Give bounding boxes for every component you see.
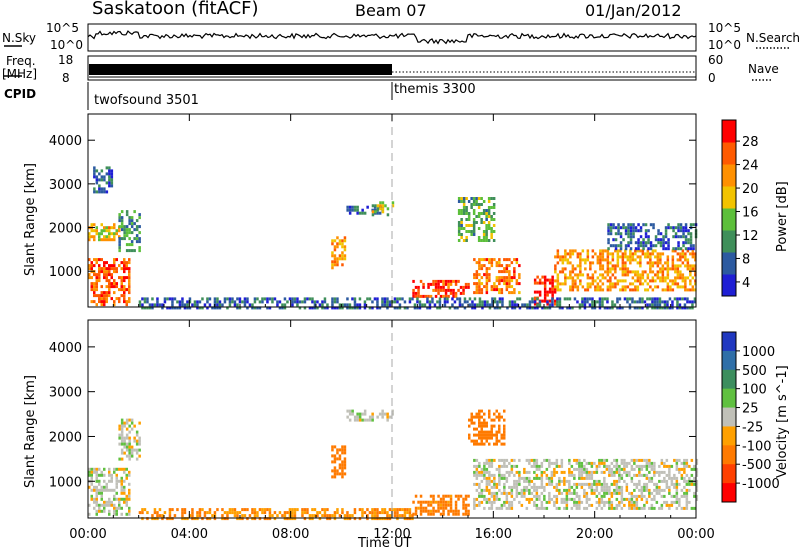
power-echo-region <box>457 197 496 242</box>
power-echo-region <box>412 279 470 298</box>
colorbar-cell <box>722 274 736 297</box>
colorbar-cell <box>722 142 736 165</box>
velocity-echo-region <box>88 467 131 516</box>
colorbar-cell <box>722 230 736 253</box>
velocity-echo-region <box>118 418 141 461</box>
y-tick-label: 2000 <box>49 222 82 237</box>
velocity-echo-region <box>331 445 347 479</box>
velocity-echo-region <box>468 409 506 446</box>
noise-tick-left-bottom: 10^0 <box>50 38 83 52</box>
colorbar-tick-label: 20 <box>742 182 759 197</box>
colorbar-tick-label: -500 <box>742 458 772 473</box>
colorbar-cell <box>722 350 736 371</box>
colorbar-tick-label: 1000 <box>742 345 775 360</box>
colorbar-tick-label: 16 <box>742 206 759 221</box>
date-title: 01/Jan/2012 <box>585 1 682 20</box>
power-panel <box>87 113 740 310</box>
x-tick-label: 12:00 <box>373 527 410 542</box>
colorbar-cell <box>722 483 736 503</box>
colorbar-tick-label: 28 <box>742 135 759 150</box>
freq-band-twofsound <box>89 64 392 75</box>
x-tick-label: 20:00 <box>576 527 613 542</box>
nsky-label: N.Sky <box>2 31 37 45</box>
noise-sky-line <box>87 30 697 45</box>
colorbar-tick-label: -1000 <box>742 477 780 492</box>
nave-tick-top: 60 <box>708 53 724 67</box>
colorbar-tick-label: 100 <box>742 383 767 398</box>
colorbar-cell <box>722 369 736 390</box>
colorbar-cell <box>722 445 736 465</box>
colorbar-cell <box>722 120 736 143</box>
noise-strip-frame <box>87 23 697 52</box>
colorbar-tick-label: -25 <box>742 420 763 435</box>
power-echo-region <box>118 210 141 253</box>
x-tick-label: 00:00 <box>69 527 106 542</box>
y-tick-label: 1000 <box>49 265 82 280</box>
colorbar-cell <box>722 426 736 446</box>
x-tick-label: 08:00 <box>272 527 309 542</box>
power-echo-region <box>331 236 347 270</box>
power-echo-region <box>607 223 698 251</box>
colorbar-tick-label: 12 <box>742 229 759 244</box>
freq-tick-bottom: 8 <box>62 71 70 85</box>
power-echo-region <box>473 258 521 295</box>
beam-title: Beam 07 <box>355 1 427 20</box>
velocity-panel <box>87 319 740 521</box>
cpid-segment-2: themis 3300 <box>394 82 476 97</box>
freq-strip-frame <box>87 55 697 81</box>
power-echo-region <box>88 258 131 307</box>
colorbar-cell <box>722 464 736 484</box>
freq-tick-top: 18 <box>58 53 74 67</box>
x-tick-label: 00:00 <box>677 527 714 542</box>
power-echo-region <box>88 223 121 242</box>
colorbar-frame <box>721 331 737 503</box>
velocity-echo-region <box>412 494 470 516</box>
colorbar-cell <box>722 252 736 275</box>
colorbar-cell <box>722 186 736 209</box>
colorbar-tick-label: -100 <box>742 439 772 454</box>
x-axis-label: Time UT <box>358 536 412 551</box>
velocity-echo-region <box>346 409 394 422</box>
colorbar-cell <box>722 332 736 352</box>
power-echo-region <box>371 201 395 217</box>
cpid-label: CPID <box>4 87 37 101</box>
power-echo-region <box>93 166 114 194</box>
colorbar-cell <box>722 208 736 231</box>
nsearch-label: N.Search <box>746 31 800 45</box>
y-tick-label: 3000 <box>49 386 82 401</box>
noise-tick-right-bottom: 10^0 <box>708 38 741 52</box>
colorbar-frame <box>721 119 737 297</box>
y-tick-label: 1000 <box>49 475 82 490</box>
power-echo-region <box>554 249 697 292</box>
freq-label-1: Freq. <box>6 54 36 68</box>
colorbar-cell <box>722 407 736 427</box>
colorbar-cell <box>722 164 736 187</box>
x-tick-label: 04:00 <box>171 527 208 542</box>
y-tick-label: 4000 <box>49 134 82 149</box>
y-tick-label: 2000 <box>49 430 82 445</box>
colorbar-tick-label: 24 <box>742 159 759 174</box>
freq-label-2: [MHz] <box>2 67 38 81</box>
velocity-echo-region <box>473 458 699 510</box>
power-echo-region <box>138 297 697 310</box>
noise-tick-left-top: 10^5 <box>46 21 79 35</box>
x-tick-label: 16:00 <box>475 527 512 542</box>
nave-tick-bottom: 0 <box>708 71 716 85</box>
colorbar-tick-label: 25 <box>742 402 759 417</box>
colorbar-cell <box>722 388 736 409</box>
y-tick-label: 4000 <box>49 341 82 356</box>
cpid-segment-1: twofsound 3501 <box>94 93 199 108</box>
station-title: Saskatoon (fitACF) <box>92 0 259 19</box>
colorbar-tick-label: 4 <box>742 276 750 291</box>
y-tick-label: 3000 <box>49 178 82 193</box>
nave-label: Nave <box>748 62 779 76</box>
velocity-echo-region <box>138 508 414 521</box>
colorbar-tick-label: 8 <box>742 252 750 267</box>
colorbar-tick-label: 500 <box>742 364 767 379</box>
power-echo-region <box>533 275 557 306</box>
noise-tick-right-top: 10^5 <box>708 21 741 35</box>
